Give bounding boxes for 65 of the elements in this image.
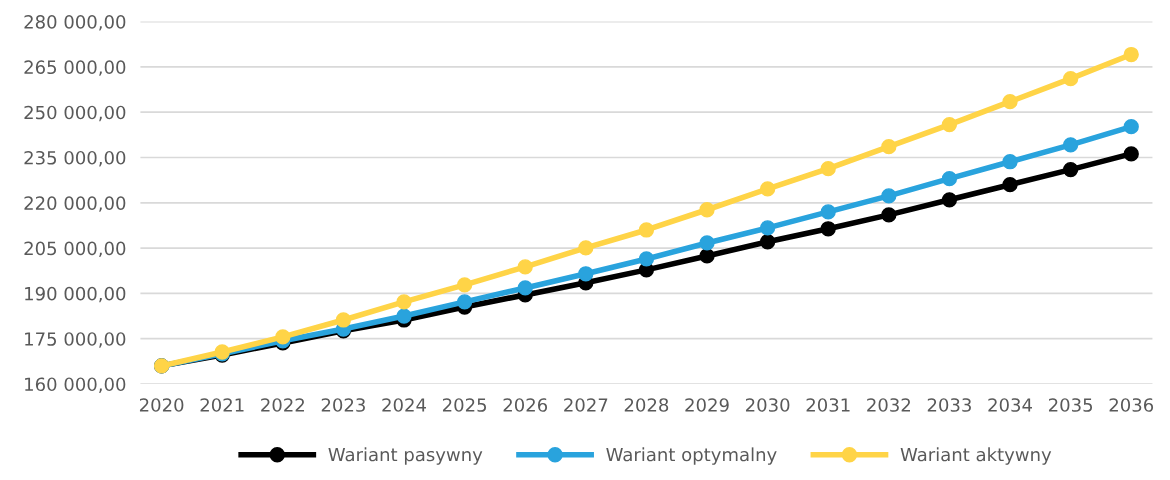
legend-label: Wariant aktywny (900, 447, 1052, 465)
y-tick-label: 220 000,00 (24, 196, 126, 212)
y-tick-label: 190 000,00 (25, 286, 126, 303)
x-tick-label: 2025 (442, 398, 487, 412)
x-tick-label: 2029 (685, 398, 729, 412)
y-tick-label: 265 000,00 (24, 60, 126, 76)
y-tick-label: 175 000,00 (25, 332, 126, 348)
x-tick-label: 2036 (1109, 398, 1154, 412)
point (517, 280, 533, 296)
x-tick-label: 2032 (867, 398, 910, 412)
point (759, 234, 776, 250)
point (275, 329, 291, 345)
point (396, 294, 412, 310)
point (456, 277, 473, 293)
x-tick-label: 2031 (806, 398, 850, 412)
x-tick-label: 2027 (564, 398, 608, 412)
point (1123, 146, 1139, 162)
point (517, 259, 533, 275)
x-tick-label: 2024 (382, 398, 426, 412)
legend-label: Wariant pasywny (328, 447, 483, 465)
point (1002, 177, 1018, 193)
point (335, 312, 352, 328)
x-tick-label: 2035 (1048, 398, 1093, 412)
point (1002, 154, 1018, 170)
point (699, 235, 715, 251)
point (881, 138, 897, 155)
point (396, 308, 412, 324)
point (820, 221, 836, 237)
point (1062, 137, 1079, 153)
point (699, 248, 715, 264)
point (1123, 119, 1139, 135)
point (638, 222, 655, 238)
y-tick-label: 235 000,00 (24, 150, 126, 167)
point (699, 202, 715, 218)
point (759, 181, 776, 197)
legend-label: Wariant optymalny (606, 447, 777, 465)
x-tick-label: 2022 (261, 398, 304, 412)
x-tick-label: 2026 (503, 398, 548, 412)
point (941, 192, 958, 208)
point (820, 161, 836, 177)
y-tick-label: 280 000,00 (24, 15, 126, 31)
point (1123, 46, 1139, 63)
x-tick-label: 2023 (321, 398, 365, 412)
point (1062, 161, 1079, 178)
y-tick-label: 160 000,00 (25, 377, 126, 393)
x-tick-label: 2028 (624, 398, 669, 412)
point (881, 188, 897, 204)
point (1002, 93, 1018, 110)
point (820, 204, 836, 220)
x-tick-label: 2020 (139, 398, 184, 412)
y-tick-label: 250 000,00 (24, 105, 126, 122)
point (759, 220, 776, 236)
point (941, 171, 958, 187)
point (456, 294, 473, 310)
point (578, 266, 594, 282)
point (578, 240, 594, 256)
point (941, 116, 958, 133)
x-tick-label: 2033 (927, 398, 971, 412)
x-tick-label: 2030 (745, 398, 790, 412)
point (1062, 71, 1079, 87)
point (638, 251, 655, 267)
x-tick-label: 2021 (200, 398, 244, 412)
x-tick-label: 2034 (988, 398, 1032, 412)
point (881, 207, 897, 223)
y-tick-label: 205 000,00 (24, 241, 126, 258)
